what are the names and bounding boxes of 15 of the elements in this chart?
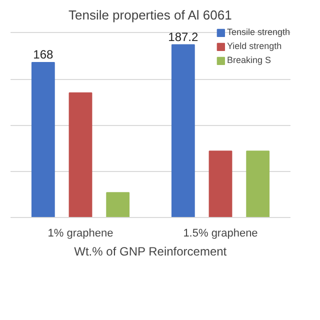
- x-tick-label: 1.5% graphene: [183, 228, 258, 240]
- bar: [208, 150, 232, 218]
- bar: [31, 62, 55, 218]
- bar: [106, 192, 130, 218]
- bar: [246, 150, 270, 218]
- data-label: 187.2: [168, 30, 199, 44]
- chart-title: Tensile properties of Al 6061: [68, 8, 232, 22]
- legend-label: Yield strength: [226, 41, 282, 51]
- data-label: 168: [33, 47, 54, 62]
- x-axis-title: Wt.% of GNP Reinforcement: [74, 244, 228, 258]
- bar: [171, 44, 195, 218]
- legend-label: Breaking S: [226, 55, 271, 65]
- x-tick-label: 1% graphene: [48, 228, 114, 240]
- legend-label: Tensile strength: [226, 27, 290, 37]
- bar: [68, 92, 92, 218]
